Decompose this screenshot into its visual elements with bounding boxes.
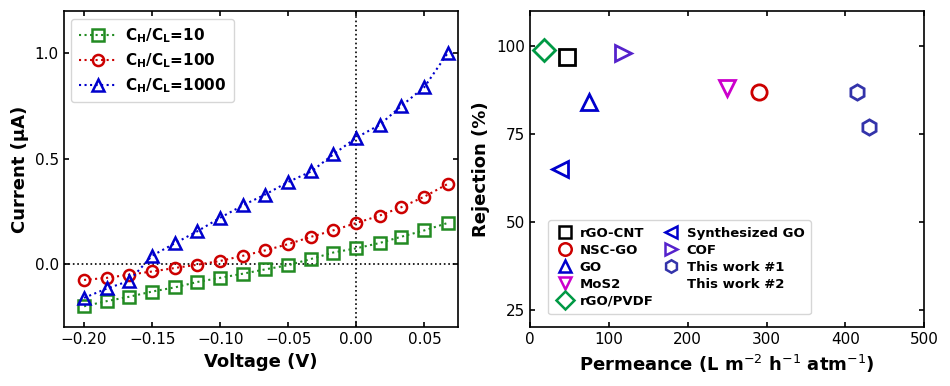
C$_\mathregular{H}$/C$_\mathregular{L}$=100 [191, 262, 202, 267]
C$_\mathregular{H}$/C$_\mathregular{L}$=1000 [282, 179, 294, 184]
C$_\mathregular{H}$/C$_\mathregular{L}$=10 [373, 241, 385, 245]
C$_\mathregular{H}$/C$_\mathregular{L}$=100 [328, 228, 339, 233]
C$_\mathregular{H}$/C$_\mathregular{L}$=100 [282, 242, 294, 246]
Y-axis label: Current (μA): Current (μA) [11, 106, 29, 233]
X-axis label: Permeance (L m$^{-2}$ h$^{-1}$ atm$^{-1}$): Permeance (L m$^{-2}$ h$^{-1}$ atm$^{-1}… [580, 353, 875, 375]
C$_\mathregular{H}$/C$_\mathregular{L}$=10 [102, 299, 113, 303]
C$_\mathregular{H}$/C$_\mathregular{L}$=1000 [373, 123, 385, 127]
Legend: rGO-CNT, NSC-GO, GO, MoS2, rGO/PVDF, Synthesized GO, COF, This work #1, This wor: rGO-CNT, NSC-GO, GO, MoS2, rGO/PVDF, Syn… [548, 220, 811, 315]
C$_\mathregular{H}$/C$_\mathregular{L}$=10 [351, 246, 362, 251]
C$_\mathregular{H}$/C$_\mathregular{L}$=1000 [191, 229, 202, 234]
C$_\mathregular{H}$/C$_\mathregular{L}$=10 [124, 295, 135, 299]
C$_\mathregular{H}$/C$_\mathregular{L}$=100 [78, 278, 89, 282]
C$_\mathregular{H}$/C$_\mathregular{L}$=1000 [215, 215, 226, 220]
C$_\mathregular{H}$/C$_\mathregular{L}$=100 [351, 221, 362, 225]
Y-axis label: Rejection (%): Rejection (%) [472, 102, 490, 237]
C$_\mathregular{H}$/C$_\mathregular{L}$=10 [78, 304, 89, 308]
Line: C$_\mathregular{H}$/C$_\mathregular{L}$=1000: C$_\mathregular{H}$/C$_\mathregular{L}$=… [79, 48, 453, 303]
C$_\mathregular{H}$/C$_\mathregular{L}$=10 [238, 271, 249, 276]
C$_\mathregular{H}$/C$_\mathregular{L}$=100 [373, 213, 385, 218]
C$_\mathregular{H}$/C$_\mathregular{L}$=10 [395, 234, 407, 239]
C$_\mathregular{H}$/C$_\mathregular{L}$=100 [124, 273, 135, 277]
C$_\mathregular{H}$/C$_\mathregular{L}$=10 [191, 280, 202, 284]
C$_\mathregular{H}$/C$_\mathregular{L}$=100 [259, 248, 271, 253]
C$_\mathregular{H}$/C$_\mathregular{L}$=10 [282, 263, 294, 267]
Legend: C$_\mathregular{H}$/C$_\mathregular{L}$=10, C$_\mathregular{H}$/C$_\mathregular{: C$_\mathregular{H}$/C$_\mathregular{L}$=… [71, 19, 234, 102]
C$_\mathregular{H}$/C$_\mathregular{L}$=100 [419, 194, 430, 199]
C$_\mathregular{H}$/C$_\mathregular{L}$=1000 [102, 286, 113, 291]
C$_\mathregular{H}$/C$_\mathregular{L}$=1000 [442, 51, 453, 56]
C$_\mathregular{H}$/C$_\mathregular{L}$=100 [102, 276, 113, 280]
C$_\mathregular{H}$/C$_\mathregular{L}$=100 [170, 266, 181, 270]
C$_\mathregular{H}$/C$_\mathregular{L}$=10 [259, 267, 271, 272]
C$_\mathregular{H}$/C$_\mathregular{L}$=1000 [238, 203, 249, 207]
C$_\mathregular{H}$/C$_\mathregular{L}$=1000 [306, 169, 317, 174]
C$_\mathregular{H}$/C$_\mathregular{L}$=10 [306, 257, 317, 261]
C$_\mathregular{H}$/C$_\mathregular{L}$=1000 [146, 253, 158, 258]
C$_\mathregular{H}$/C$_\mathregular{L}$=1000 [170, 241, 181, 245]
C$_\mathregular{H}$/C$_\mathregular{L}$=10 [328, 250, 339, 255]
Line: C$_\mathregular{H}$/C$_\mathregular{L}$=10: C$_\mathregular{H}$/C$_\mathregular{L}$=… [79, 217, 453, 312]
C$_\mathregular{H}$/C$_\mathregular{L}$=100 [306, 234, 317, 239]
C$_\mathregular{H}$/C$_\mathregular{L}$=100 [238, 253, 249, 258]
C$_\mathregular{H}$/C$_\mathregular{L}$=10 [419, 228, 430, 233]
C$_\mathregular{H}$/C$_\mathregular{L}$=1000 [419, 85, 430, 89]
C$_\mathregular{H}$/C$_\mathregular{L}$=1000 [259, 192, 271, 197]
C$_\mathregular{H}$/C$_\mathregular{L}$=10 [442, 221, 453, 225]
C$_\mathregular{H}$/C$_\mathregular{L}$=100 [146, 269, 158, 274]
X-axis label: Voltage (V): Voltage (V) [204, 353, 318, 371]
C$_\mathregular{H}$/C$_\mathregular{L}$=1000 [351, 135, 362, 140]
C$_\mathregular{H}$/C$_\mathregular{L}$=1000 [328, 152, 339, 157]
C$_\mathregular{H}$/C$_\mathregular{L}$=10 [170, 285, 181, 290]
C$_\mathregular{H}$/C$_\mathregular{L}$=100 [215, 259, 226, 263]
C$_\mathregular{H}$/C$_\mathregular{L}$=100 [395, 205, 407, 210]
C$_\mathregular{H}$/C$_\mathregular{L}$=10 [146, 289, 158, 294]
C$_\mathregular{H}$/C$_\mathregular{L}$=10 [215, 276, 226, 280]
C$_\mathregular{H}$/C$_\mathregular{L}$=1000 [78, 296, 89, 300]
C$_\mathregular{H}$/C$_\mathregular{L}$=100 [442, 182, 453, 186]
C$_\mathregular{H}$/C$_\mathregular{L}$=1000 [124, 279, 135, 283]
C$_\mathregular{H}$/C$_\mathregular{L}$=1000 [395, 104, 407, 108]
Line: C$_\mathregular{H}$/C$_\mathregular{L}$=100: C$_\mathregular{H}$/C$_\mathregular{L}$=… [79, 178, 453, 286]
